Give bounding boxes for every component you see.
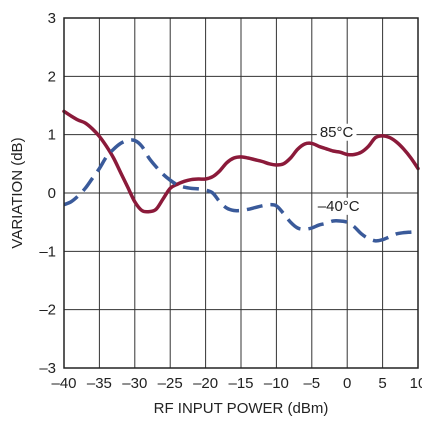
y-tick-label: –3 [39, 360, 56, 377]
x-tick-label: –40 [51, 375, 76, 392]
y-tick-label: –1 [39, 243, 56, 260]
x-tick-label: –15 [228, 375, 253, 392]
series-layer [62, 109, 420, 243]
x-tick-label: 5 [378, 375, 386, 392]
x-tick-label: –30 [122, 375, 147, 392]
annotation-background [314, 197, 363, 215]
y-tick-label: 3 [48, 10, 56, 27]
y-tick-label: –2 [39, 302, 56, 319]
plot-frame [63, 17, 419, 369]
x-tick-label: 0 [343, 375, 351, 392]
y-tick-labels: –3 –2 –1 0 1 2 3 [39, 10, 56, 377]
x-axis-label: RF INPUT POWER (dBm) [154, 400, 329, 417]
y-tick-label: 0 [48, 185, 56, 202]
series-annotation: –40°C [318, 198, 360, 215]
y-axis-label: VARIATION (dB) [9, 137, 26, 248]
x-tick-label: –25 [158, 375, 183, 392]
grid [63, 17, 419, 369]
x-tick-label: –10 [264, 375, 289, 392]
plot-border [63, 17, 419, 369]
y-tick-label: 1 [48, 127, 56, 144]
x-tick-label: –20 [193, 375, 218, 392]
annotation-layer: 85°C –40°C [314, 123, 363, 215]
annotation-background [316, 123, 357, 141]
y-tick-label: 2 [48, 68, 56, 85]
x-tick-labels: –40 –35 –30 –25 –20 –15 –10 –5 0 5 10 [51, 375, 422, 392]
x-tick-label: 10 [410, 375, 422, 392]
x-tick-label: –35 [87, 375, 112, 392]
series-line-minus-40c [63, 138, 419, 243]
series-line-85c [62, 109, 420, 214]
series-annotation: 85°C [320, 124, 354, 141]
x-tick-label: –5 [303, 375, 320, 392]
